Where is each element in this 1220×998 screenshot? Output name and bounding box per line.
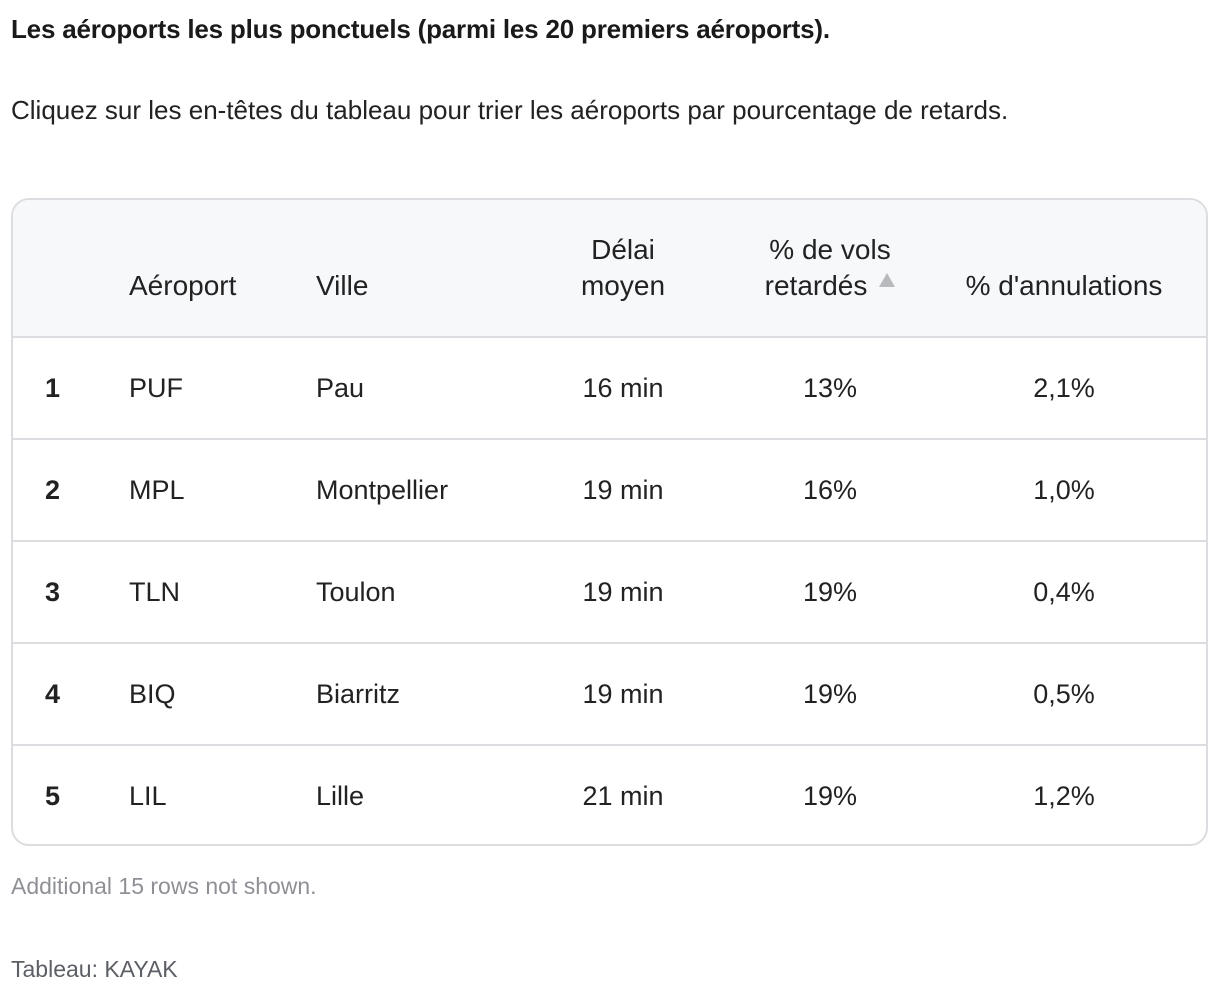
row-average-delay: 16 min	[582, 372, 664, 403]
row-airport: BIQ	[129, 678, 176, 709]
header-city[interactable]: Ville	[315, 200, 537, 338]
header-delayed-flights-line1: % de vols	[769, 234, 891, 265]
table-row: 1 PUF Pau 16 min 13% 2,1%	[13, 337, 1206, 439]
row-airport: PUF	[129, 372, 183, 403]
header-airport[interactable]: Aéroport	[127, 200, 315, 338]
row-cancellations: 0,5%	[1033, 678, 1095, 709]
header-row: Aéroport Ville Délai moyen % de vols ret…	[13, 200, 1206, 338]
header-delayed-flights[interactable]: % de vols retardés	[709, 200, 951, 338]
row-rank: 3	[45, 576, 61, 607]
row-airport: TLN	[129, 576, 181, 607]
row-rank: 1	[45, 372, 61, 403]
header-rank	[13, 200, 127, 338]
row-cancellations: 2,1%	[1033, 372, 1095, 403]
row-cancellations: 1,2%	[1033, 781, 1095, 811]
row-rank: 2	[45, 474, 61, 505]
table-row: 3 TLN Toulon 19 min 19% 0,4%	[13, 541, 1206, 643]
table-row: 2 MPL Montpellier 19 min 16% 1,0%	[13, 439, 1206, 541]
airports-table: Aéroport Ville Délai moyen % de vols ret…	[13, 200, 1206, 844]
row-delayed-flights: 13%	[802, 372, 858, 403]
row-city: Biarritz	[316, 678, 401, 709]
header-average-delay[interactable]: Délai moyen	[537, 200, 709, 338]
table-row: 4 BIQ Biarritz 19 min 19% 0,5%	[13, 643, 1206, 745]
row-delayed-flights: 19%	[802, 576, 858, 607]
rows-hidden-notice: Additional 15 rows not shown.	[11, 873, 317, 899]
row-average-delay: 19 min	[582, 576, 664, 607]
table-row: 5 LIL Lille 21 min 19% 1,2%	[13, 745, 1206, 844]
row-cancellations: 1,0%	[1033, 474, 1095, 505]
header-cancellations-label: % d'annulations	[965, 270, 1163, 301]
airports-table-card: Aéroport Ville Délai moyen % de vols ret…	[11, 198, 1208, 846]
row-city: Pau	[316, 372, 365, 403]
header-delayed-flights-line2: retardés	[764, 270, 868, 301]
row-average-delay: 19 min	[582, 678, 664, 709]
header-cancellations[interactable]: % d'annulations	[951, 200, 1206, 338]
table-header: Aéroport Ville Délai moyen % de vols ret…	[13, 200, 1206, 338]
header-city-label: Ville	[316, 270, 369, 301]
page-title: Les aéroports les plus ponctuels (parmi …	[11, 14, 830, 44]
row-airport: MPL	[129, 474, 185, 505]
page-subtitle: Cliquez sur les en-têtes du tableau pour…	[11, 95, 1009, 125]
row-airport: LIL	[129, 781, 167, 811]
header-average-delay-line2: moyen	[580, 270, 666, 301]
header-airport-label: Aéroport	[129, 270, 237, 301]
table-body: 1 PUF Pau 16 min 13% 2,1% 2 MPL Montpell…	[13, 337, 1206, 844]
row-city: Toulon	[316, 576, 396, 607]
row-rank: 4	[45, 678, 61, 709]
row-city: Lille	[316, 781, 365, 811]
sort-ascending-icon	[879, 273, 896, 287]
row-delayed-flights: 19%	[802, 678, 858, 709]
row-delayed-flights: 16%	[802, 474, 858, 505]
header-average-delay-line1: Délai	[591, 234, 655, 265]
row-average-delay: 19 min	[582, 474, 664, 505]
row-rank: 5	[45, 781, 61, 811]
row-cancellations: 0,4%	[1033, 576, 1095, 607]
row-average-delay: 21 min	[582, 781, 664, 811]
source-credit: Tableau: KAYAK	[11, 956, 178, 982]
row-city: Montpellier	[316, 474, 449, 505]
row-delayed-flights: 19%	[802, 781, 858, 811]
